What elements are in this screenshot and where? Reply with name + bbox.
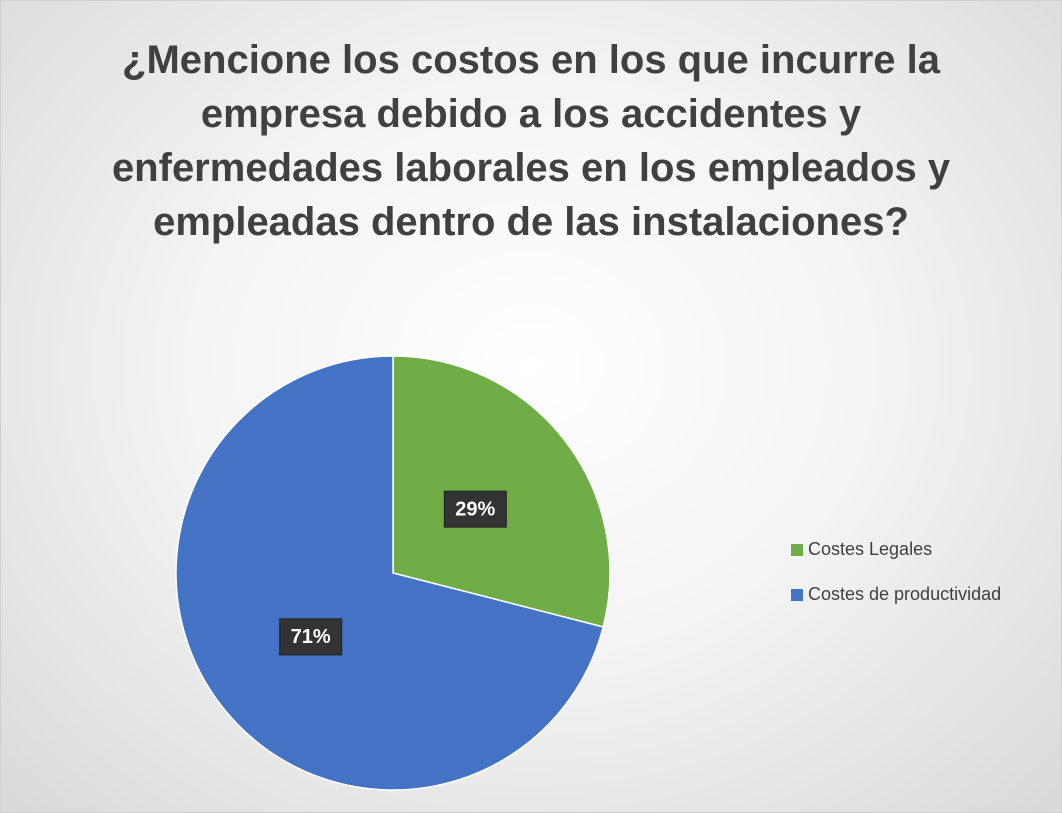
- pie-slice: [175, 355, 605, 791]
- data-label-box: [279, 618, 343, 656]
- data-label: 29%: [455, 498, 495, 520]
- chart-title: ¿Mencione los costos en los que incurre …: [111, 38, 951, 244]
- legend-swatch: [791, 589, 803, 601]
- legend-swatch: [791, 544, 803, 556]
- legend-label: Costes Legales: [808, 539, 932, 559]
- data-label: 71%: [291, 626, 331, 648]
- data-label-box: [443, 490, 507, 528]
- legend-label: Costes de productividad: [808, 584, 1001, 604]
